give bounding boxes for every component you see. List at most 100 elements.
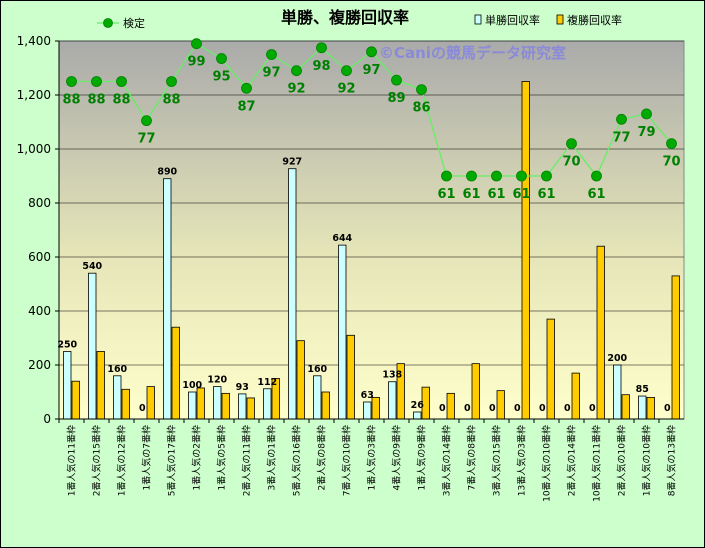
bar-fukusho: [596, 245, 605, 420]
kentei-point: [141, 115, 152, 127]
data-label-tansho: 138: [382, 370, 402, 381]
data-label-tansho: 0: [589, 403, 596, 414]
data-label-tansho: 540: [82, 261, 102, 272]
legend-swatch-fukusho: [556, 14, 564, 25]
x-tick-label: 2番人気の8番枠: [316, 425, 328, 490]
x-tick-label: 1番人気の2番枠: [191, 425, 203, 490]
kentei-label: 87: [237, 99, 255, 114]
data-label-tansho: 927: [282, 157, 302, 168]
data-label-tansho: 250: [57, 340, 77, 351]
bar-fukusho: [171, 326, 180, 420]
data-label-tansho: 0: [464, 403, 471, 414]
kentei-point: [591, 170, 602, 182]
y-tick-label: 1,400: [17, 34, 51, 48]
y-axis: 0 200 400 600 800 1,000 1,200 1,400: [17, 34, 60, 426]
kentei-label: 92: [287, 82, 305, 97]
series-kentei: 88 88 88 77 88 99 95 87 97 92 98 92 97 89 86 61 61 61 61 61…: [62, 38, 681, 202]
kentei-point: [466, 170, 477, 182]
kentei-label: 61: [462, 187, 480, 202]
series-tansho: [63, 168, 647, 420]
data-label-tansho: 0: [664, 403, 671, 414]
bar-tansho: [363, 401, 372, 420]
kentei-label: 61: [537, 187, 555, 202]
kentei-label: 88: [112, 93, 130, 108]
kentei-point: [166, 76, 177, 87]
bar-fukusho: [246, 397, 255, 420]
bar-tansho: [638, 395, 647, 420]
kentei-point: [566, 138, 577, 150]
y-tick-label: 0: [43, 412, 51, 426]
kentei-point: [441, 170, 452, 182]
bar-tansho: [238, 393, 247, 420]
x-tick-label: 5番人気の16番枠: [291, 425, 303, 496]
bar-fukusho: [446, 392, 455, 420]
bar-tansho: [163, 178, 172, 420]
data-label-tansho: 0: [539, 403, 546, 414]
bar-fukusho: [221, 392, 230, 420]
y-tick-label: 1,000: [17, 142, 51, 156]
kentei-label: 99: [187, 55, 205, 70]
kentei-point: [641, 108, 652, 120]
kentei-point: [366, 46, 377, 58]
kentei-point: [241, 82, 252, 94]
legend-label-tansho: 単勝回収率: [485, 13, 540, 27]
x-tick-label: 1番人気の5番枠: [216, 425, 228, 490]
series-fukusho: [71, 81, 680, 420]
kentei-point: [191, 38, 202, 50]
kentei-point: [616, 113, 627, 125]
kentei-label: 79: [637, 125, 655, 140]
data-label-tansho: 0: [514, 403, 521, 414]
data-label-tansho: 100: [182, 380, 202, 391]
kentei-point: [266, 49, 277, 60]
bar-fukusho: [346, 334, 355, 420]
kentei-label: 70: [562, 155, 580, 170]
x-tick-label: 1番人気の12番枠: [116, 425, 128, 496]
bar-fukusho: [546, 318, 555, 420]
bar-fukusho: [196, 387, 205, 420]
bar-tansho: [113, 375, 122, 420]
bar-tansho: [413, 411, 422, 420]
data-label-tansho: 0: [564, 403, 571, 414]
x-tick-label: 7番人気の10番枠: [341, 425, 353, 496]
y-tick-label: 200: [28, 358, 51, 372]
data-label-tansho: 85: [636, 384, 649, 395]
y-tick-label: 600: [28, 250, 51, 264]
x-tick-label: 3番人気の15番枠: [491, 425, 503, 496]
bar-fukusho: [321, 391, 330, 420]
x-tick-label: 1番人気の9番枠: [416, 425, 428, 490]
y-tick-label: 1,200: [17, 88, 51, 102]
x-tick-label: 10番人気の11番枠: [591, 425, 603, 502]
bar-fukusho: [296, 340, 305, 420]
kentei-label: 61: [487, 187, 505, 202]
kentei-point: [341, 65, 352, 77]
data-label-tansho: 890: [157, 167, 177, 178]
kentei-label: 92: [337, 82, 355, 97]
bar-tansho: [63, 351, 72, 420]
x-tick-label: 1番人気の11番枠: [66, 425, 78, 496]
x-tick-label: 4番人気の9番枠: [391, 425, 403, 490]
x-tick-label: 3番人気の14番枠: [441, 425, 453, 496]
bar-fukusho: [71, 380, 80, 420]
kentei-point: [391, 74, 402, 86]
bar-fukusho: [121, 388, 130, 420]
watermark: ©Caniの競馬データ研究室: [379, 44, 566, 62]
data-label-tansho: 0: [489, 403, 496, 414]
bar-tansho: [188, 391, 197, 420]
kentei-label: 89: [387, 91, 405, 106]
x-tick-label: 10番人気の10番枠: [541, 425, 553, 502]
x-tick-label: 1番人気の10番枠: [641, 425, 653, 496]
kentei-label: 95: [212, 70, 230, 85]
data-label-tansho: 0: [439, 403, 446, 414]
data-label-tansho: 160: [307, 364, 327, 375]
data-label-tansho: 160: [107, 364, 127, 375]
bar-tansho: [613, 364, 622, 420]
bar-fukusho: [471, 363, 480, 420]
data-label-tansho: 26: [411, 400, 425, 411]
bar-fukusho: [96, 351, 105, 420]
bar-tansho: [263, 388, 272, 420]
kentei-point: [666, 138, 677, 150]
kentei-point: [91, 76, 102, 87]
legend-marker-kentei: [103, 18, 113, 28]
